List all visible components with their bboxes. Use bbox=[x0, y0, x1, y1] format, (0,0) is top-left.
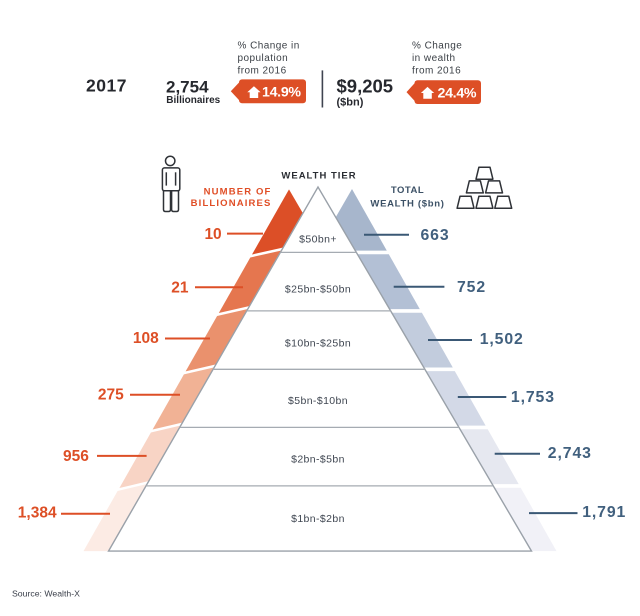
svg-text:$9,205: $9,205 bbox=[337, 76, 394, 97]
svg-text:1,384: 1,384 bbox=[18, 505, 57, 522]
svg-text:% Change in: % Change in bbox=[238, 41, 300, 52]
svg-text:$1bn-$2bn: $1bn-$2bn bbox=[291, 513, 345, 525]
svg-text:663: 663 bbox=[421, 227, 450, 244]
svg-text:956: 956 bbox=[63, 448, 89, 465]
svg-text:1,753: 1,753 bbox=[511, 389, 555, 406]
svg-text:BILLIONAIRES: BILLIONAIRES bbox=[191, 198, 272, 209]
svg-text:Billionaires: Billionaires bbox=[166, 95, 220, 106]
svg-text:275: 275 bbox=[98, 387, 124, 404]
svg-text:WEALTH TIER: WEALTH TIER bbox=[281, 171, 356, 182]
svg-text:$2bn-$5bn: $2bn-$5bn bbox=[291, 453, 345, 465]
svg-text:21: 21 bbox=[171, 280, 189, 297]
svg-text:$10bn-$25bn: $10bn-$25bn bbox=[285, 338, 351, 350]
svg-text:2,743: 2,743 bbox=[548, 445, 592, 462]
svg-text:($bn): ($bn) bbox=[337, 97, 364, 109]
svg-text:$5bn-$10bn: $5bn-$10bn bbox=[288, 395, 348, 407]
svg-text:24.4%: 24.4% bbox=[438, 85, 477, 101]
svg-text:population: population bbox=[238, 53, 289, 64]
svg-text:1,502: 1,502 bbox=[480, 331, 524, 348]
svg-text:2,754: 2,754 bbox=[166, 77, 209, 96]
svg-text:Source: Wealth-X: Source: Wealth-X bbox=[12, 589, 80, 599]
svg-text:in wealth: in wealth bbox=[412, 53, 456, 64]
svg-text:108: 108 bbox=[133, 330, 159, 347]
svg-text:2017: 2017 bbox=[86, 75, 127, 95]
svg-text:752: 752 bbox=[457, 279, 486, 296]
svg-text:from 2016: from 2016 bbox=[238, 66, 287, 77]
svg-text:NUMBER OF: NUMBER OF bbox=[204, 186, 272, 197]
svg-text:TOTAL: TOTAL bbox=[391, 185, 424, 196]
svg-text:14.9%: 14.9% bbox=[262, 85, 301, 101]
svg-text:from 2016: from 2016 bbox=[412, 66, 461, 77]
svg-text:10: 10 bbox=[204, 226, 221, 243]
svg-text:% Change: % Change bbox=[412, 41, 462, 52]
svg-text:$50bn+: $50bn+ bbox=[299, 234, 337, 246]
svg-text:$25bn-$50bn: $25bn-$50bn bbox=[285, 283, 351, 295]
svg-text:WEALTH ($bn): WEALTH ($bn) bbox=[370, 198, 444, 209]
svg-text:1,791: 1,791 bbox=[582, 504, 626, 521]
